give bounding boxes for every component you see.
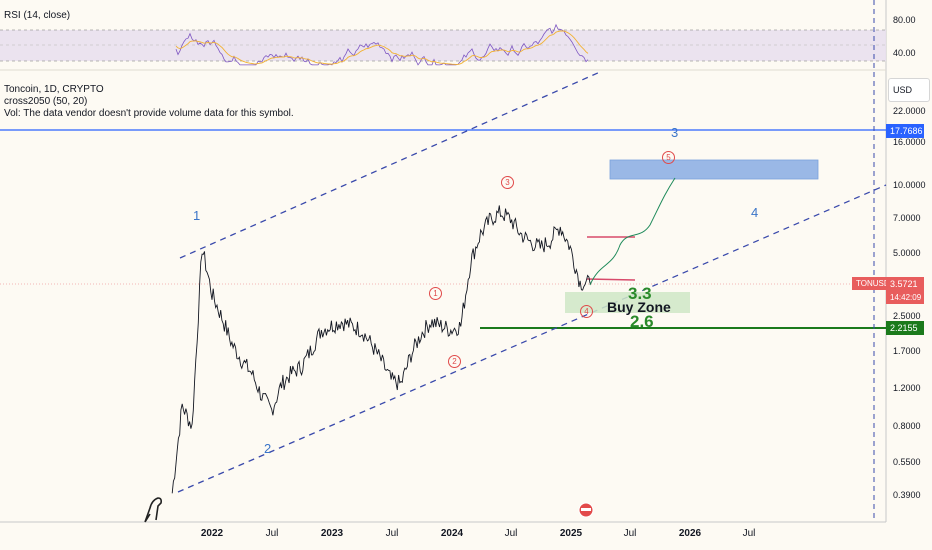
dino-logo xyxy=(144,497,162,523)
channel-lower-line xyxy=(177,184,887,493)
price-tick-label: 1.7000 xyxy=(893,346,921,356)
volume-line: Vol: The data vendor doesn't provide vol… xyxy=(4,108,294,119)
lower-red-mark xyxy=(586,278,636,281)
wave-label: 1 xyxy=(193,208,201,223)
wave-label: 3 xyxy=(671,125,679,140)
current-price-tag: 3.5721 xyxy=(886,277,924,291)
legend-info: Toncoin, 1D, CRYPTO cross2050 (50, 20) V… xyxy=(4,84,294,120)
price-line xyxy=(171,205,591,494)
wave-label: 4 xyxy=(751,205,759,220)
symbol-line[interactable]: Toncoin, 1D, CRYPTO xyxy=(4,84,104,95)
flag-stripe xyxy=(581,508,591,511)
buy-zone-box xyxy=(565,292,690,313)
rsi-ma-line xyxy=(175,30,589,65)
support-price-tag: 2.2155 xyxy=(886,321,924,335)
currency-button[interactable]: USD xyxy=(888,78,930,102)
time-tick-label: Jul xyxy=(742,528,756,539)
zone-high-label: 3.3 xyxy=(628,284,652,303)
circled-label: 4 xyxy=(580,305,593,318)
time-tick-label: 2025 xyxy=(559,528,583,539)
time-tick-label: Jul xyxy=(623,528,637,539)
time-tick-label: Jul xyxy=(265,528,279,539)
rsi-line xyxy=(175,23,589,66)
target-zone-box xyxy=(609,159,819,180)
price-tick-label: 1.2000 xyxy=(893,383,921,393)
price-tick-label: 22.0000 xyxy=(893,106,926,116)
price-tick-label: 0.5500 xyxy=(893,457,921,467)
circled-label: 3 xyxy=(501,176,514,189)
price-tick-label: 0.8000 xyxy=(893,421,921,431)
projection-path xyxy=(589,177,676,286)
rsi-tick-label: 80.00 xyxy=(893,15,916,25)
circled-label: 5 xyxy=(662,151,675,164)
countdown-tag: 14:42:09 xyxy=(886,291,924,304)
circled-label: 1 xyxy=(429,287,442,300)
symbol-price-tag: TONUSD xyxy=(852,277,890,290)
rsi-tick-label: 40.00 xyxy=(893,48,916,58)
time-tick-label: Jul xyxy=(385,528,399,539)
price-tick-label: 10.0000 xyxy=(893,180,926,190)
time-tick-label: 2022 xyxy=(200,528,224,539)
price-tick-label: 0.3900 xyxy=(893,490,921,500)
rsi-title: RSI (14, close) xyxy=(4,10,71,21)
price-tick-label: 16.0000 xyxy=(893,137,926,147)
time-tick-label: 2024 xyxy=(440,528,464,539)
time-tick-label: 2026 xyxy=(678,528,702,539)
resistance-price-tag: 17.7686 xyxy=(886,124,924,138)
zone-low-label: 2.6 xyxy=(630,312,654,331)
circled-label: 2 xyxy=(448,355,461,368)
wave-label: 2 xyxy=(264,441,272,456)
rsi-band xyxy=(0,30,886,61)
price-tick-label: 2.5000 xyxy=(893,311,921,321)
time-tick-label: 2023 xyxy=(320,528,344,539)
time-tick-label: Jul xyxy=(504,528,518,539)
price-tick-label: 5.0000 xyxy=(893,248,921,258)
price-tick-label: 7.0000 xyxy=(893,213,921,223)
indicator-line[interactable]: cross2050 (50, 20) xyxy=(4,96,88,107)
buy-zone-label: Buy Zone xyxy=(607,299,671,315)
